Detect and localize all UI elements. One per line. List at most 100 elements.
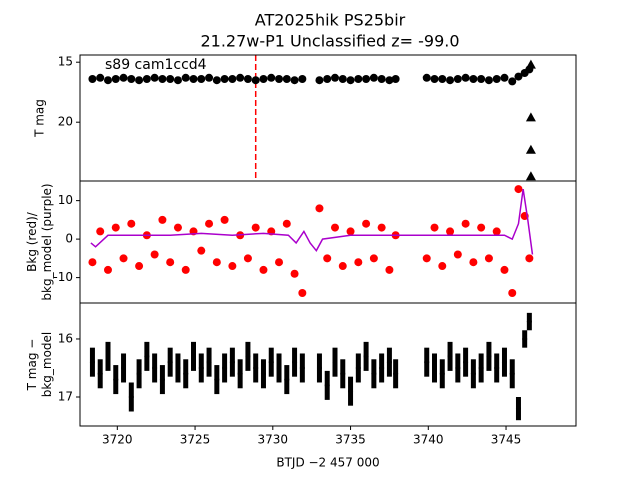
point	[220, 75, 229, 83]
point	[292, 359, 298, 365]
point	[119, 73, 128, 82]
y-tick-label: -10	[53, 270, 73, 284]
point	[377, 75, 386, 83]
point	[228, 262, 237, 271]
point	[348, 388, 354, 394]
point	[330, 73, 339, 82]
point	[237, 371, 243, 377]
point	[447, 353, 453, 359]
point	[371, 371, 377, 377]
point	[96, 73, 105, 82]
point	[260, 371, 266, 377]
point	[330, 223, 339, 232]
point	[97, 371, 103, 377]
point	[135, 262, 144, 271]
point	[175, 365, 181, 371]
x-tick-label: 3725	[180, 433, 211, 447]
point	[253, 365, 259, 371]
point	[267, 73, 276, 82]
point	[446, 227, 455, 236]
x-tick-label: 3720	[102, 433, 133, 447]
point	[484, 254, 493, 263]
point	[119, 254, 128, 263]
point	[181, 265, 190, 274]
point	[191, 353, 197, 359]
point	[379, 365, 385, 371]
point	[362, 219, 371, 228]
triangle-marker	[525, 171, 536, 181]
point	[455, 365, 461, 371]
y-axis-label: Bkg (red)/	[25, 211, 39, 272]
point	[189, 75, 198, 83]
point	[205, 219, 214, 228]
point	[439, 371, 445, 377]
point	[478, 365, 484, 371]
point	[494, 365, 500, 371]
point	[354, 75, 363, 83]
point	[113, 377, 119, 383]
point	[251, 223, 260, 232]
point	[105, 353, 111, 359]
point	[514, 185, 523, 194]
point	[438, 262, 447, 271]
point	[150, 250, 159, 259]
model-line	[90, 188, 534, 255]
y-axis-label: T mag −	[25, 339, 39, 392]
y-tick-label: 0	[65, 232, 73, 246]
point	[453, 75, 462, 83]
point	[501, 359, 507, 365]
point	[385, 265, 394, 274]
point	[181, 73, 190, 82]
x-tick-label: 3745	[491, 433, 522, 447]
point	[522, 336, 528, 342]
axes-frame	[79, 302, 577, 427]
point	[354, 258, 363, 267]
point	[89, 359, 95, 365]
point	[422, 254, 431, 263]
point	[259, 265, 268, 274]
point	[446, 76, 455, 85]
point	[229, 359, 235, 365]
point	[158, 215, 167, 224]
point	[463, 359, 469, 365]
point	[500, 265, 509, 274]
point	[338, 75, 347, 83]
point	[362, 75, 371, 83]
point	[323, 75, 332, 83]
point	[369, 254, 378, 263]
point	[166, 75, 175, 83]
point	[393, 371, 399, 377]
point	[469, 258, 478, 267]
point	[167, 359, 173, 365]
point	[355, 365, 361, 371]
chart-title: AT2025hik PS25bir	[255, 11, 406, 30]
point	[422, 73, 431, 82]
point	[142, 75, 151, 83]
point	[432, 365, 438, 371]
point	[222, 365, 228, 371]
point	[492, 227, 501, 236]
point	[453, 250, 462, 259]
point	[461, 73, 470, 82]
point	[88, 75, 97, 83]
x-tick-label: 3735	[335, 433, 366, 447]
point	[150, 73, 159, 82]
point	[315, 204, 324, 213]
point	[430, 223, 439, 232]
y-axis-label: bkg_model (purple)	[40, 183, 54, 300]
point	[206, 359, 212, 365]
triangle-marker	[525, 112, 536, 122]
point	[346, 76, 355, 85]
chart-title: 21.27w-P1 Unclassified z= -99.0	[200, 32, 459, 51]
point	[212, 76, 221, 85]
point	[236, 73, 245, 82]
point	[103, 265, 112, 274]
point	[526, 319, 532, 325]
point	[173, 76, 182, 85]
point	[135, 76, 144, 85]
point	[299, 365, 305, 371]
point	[298, 75, 307, 83]
point	[127, 219, 136, 228]
point	[228, 75, 237, 83]
